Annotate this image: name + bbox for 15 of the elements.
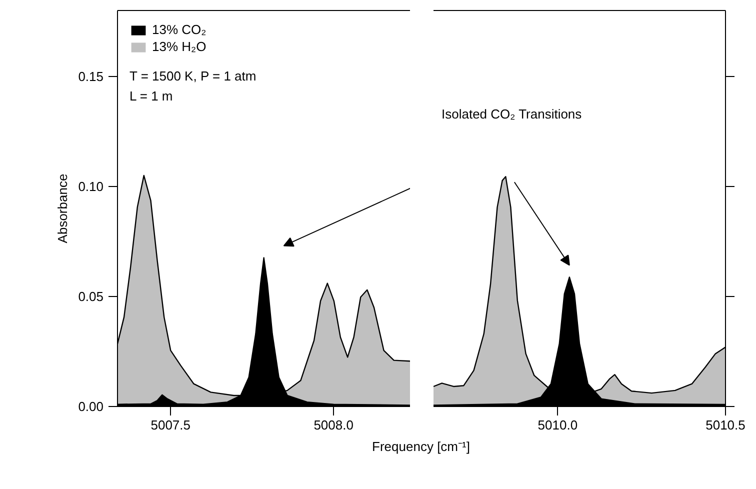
y-tick-label: 0.10: [78, 179, 104, 194]
y-tick-label: 0.05: [78, 289, 104, 304]
y-axis-title: Absorbance: [55, 174, 70, 244]
legend-label: 13% H₂O: [152, 39, 206, 54]
annotation: T = 1500 K, P = 1 atm: [130, 68, 256, 84]
legend-label: 13% CO₂: [152, 22, 206, 37]
y-tick-label: 0.15: [78, 69, 104, 84]
x-axis-title: Frequency [cm⁻¹]: [372, 438, 470, 456]
annotation: L = 1 m: [130, 88, 173, 104]
y-tick-label: 0.00: [78, 399, 104, 414]
x-tick-label: 5010.0: [538, 418, 578, 432]
x-tick-label: 5007.5: [150, 418, 191, 432]
x-tick-label: 5008.0: [314, 418, 354, 432]
x-tick-label: 5010.5: [706, 418, 746, 432]
annotation: Isolated CO₂ Transitions: [442, 106, 582, 122]
